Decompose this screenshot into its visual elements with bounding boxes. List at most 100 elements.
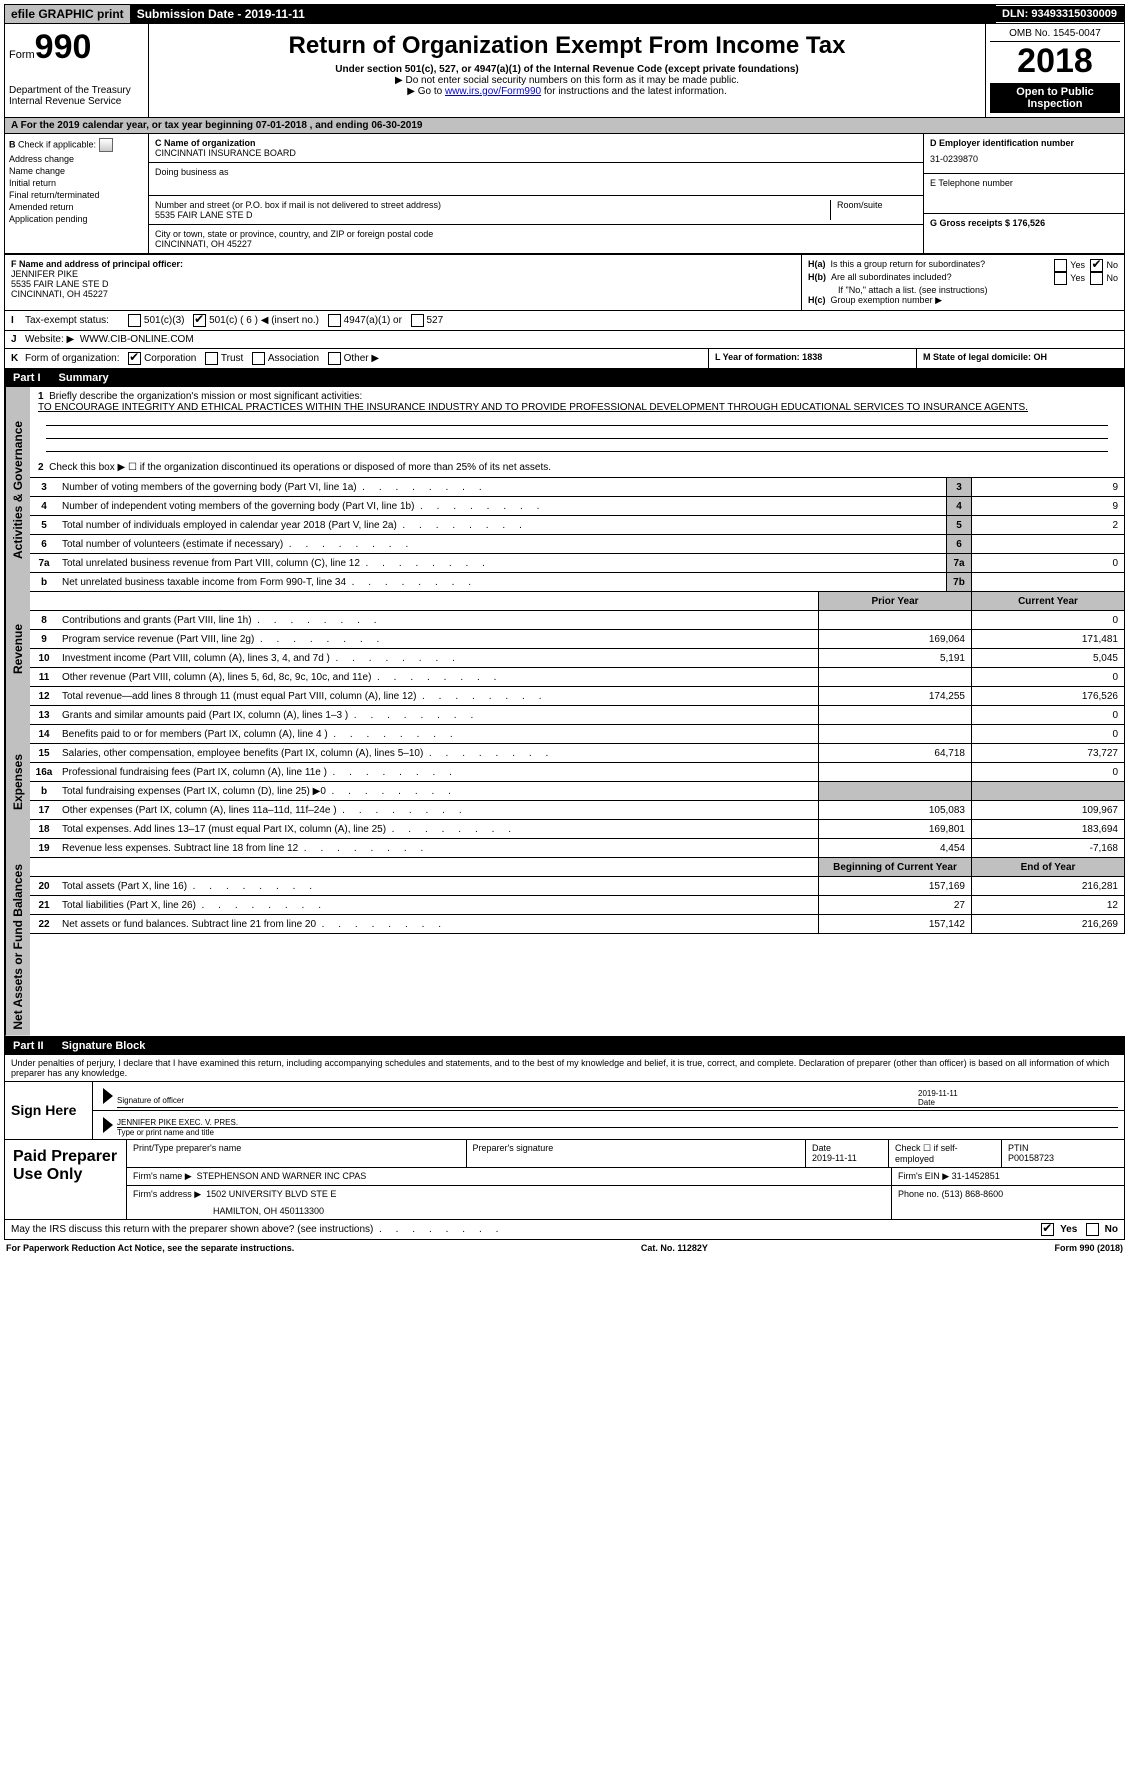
revenue-section: Revenue Prior Year Current Year 8 Contri… — [4, 592, 1125, 706]
i-opt-1: 501(c) ( 6 ) ◀ (insert no.) — [209, 315, 319, 326]
i-527-checkbox[interactable] — [411, 314, 424, 327]
line-box: 3 — [946, 478, 971, 496]
data-line: b Total fundraising expenses (Part IX, c… — [30, 782, 1125, 801]
prior-value: 174,255 — [818, 687, 971, 705]
firm-ein-label: Firm's EIN ▶ — [898, 1171, 949, 1181]
discuss-text: May the IRS discuss this return with the… — [11, 1224, 373, 1235]
gov-line: 6 Total number of volunteers (estimate i… — [30, 535, 1125, 554]
k-text: Form of organization: — [25, 353, 120, 364]
i-text: Tax-exempt status: — [25, 315, 109, 326]
checkbox-icon[interactable] — [99, 138, 113, 152]
i-4947-checkbox[interactable] — [328, 314, 341, 327]
data-line: 16a Professional fundraising fees (Part … — [30, 763, 1125, 782]
data-line: 12 Total revenue—add lines 8 through 11 … — [30, 687, 1125, 706]
part-i-header: Part I Summary — [4, 369, 1125, 387]
discuss-yes-checkbox[interactable] — [1041, 1223, 1054, 1236]
c-city: CINCINNATI, OH 45227 — [155, 239, 917, 249]
firm-addr-label: Firm's address ▶ — [133, 1189, 201, 1199]
gov-line: 4 Number of independent voting members o… — [30, 497, 1125, 516]
footer-right: Form 990 (2018) — [1054, 1243, 1123, 1253]
line-num: 4 — [30, 499, 58, 514]
irs-label: Internal Revenue Service — [9, 96, 144, 107]
line-num: 9 — [30, 632, 58, 647]
k-other-checkbox[interactable] — [328, 352, 341, 365]
k-trust-checkbox[interactable] — [205, 352, 218, 365]
hb-yes-checkbox[interactable] — [1054, 272, 1067, 285]
current-year-header: Current Year — [971, 592, 1124, 610]
i-opt-2: 4947(a)(1) or — [344, 315, 402, 326]
line-text: Benefits paid to or for members (Part IX… — [58, 727, 818, 742]
k-opt-0: Corporation — [144, 353, 196, 364]
line-num: 21 — [30, 898, 58, 913]
line-box: 7a — [946, 554, 971, 572]
e-label: E Telephone number — [930, 178, 1118, 188]
net-assets-section: Net Assets or Fund Balances Beginning of… — [4, 858, 1125, 1037]
section-d: D Employer identification number 31-0239… — [924, 134, 1124, 174]
ha-label: H(a) — [808, 259, 826, 269]
line-box: 5 — [946, 516, 971, 534]
line-text: Net unrelated business taxable income fr… — [58, 575, 946, 590]
ptin-value: P00158723 — [1008, 1153, 1118, 1163]
firm-addr2: HAMILTON, OH 450113300 — [133, 1206, 885, 1216]
prior-value: 157,142 — [818, 915, 971, 933]
subtitle-3: ▶ Go to www.irs.gov/Form990 for instruct… — [157, 86, 977, 97]
part-i-title: Summary — [59, 372, 109, 384]
prior-value — [818, 611, 971, 629]
gov-line: 5 Total number of individuals employed i… — [30, 516, 1125, 535]
form-990: 990 — [35, 28, 92, 66]
sig-date-label: Date — [918, 1098, 1118, 1107]
line-num: 17 — [30, 803, 58, 818]
line-box: 4 — [946, 497, 971, 515]
ha-no-checkbox[interactable] — [1090, 259, 1103, 272]
line-value: 9 — [971, 497, 1124, 515]
line-text: Grants and similar amounts paid (Part IX… — [58, 708, 818, 723]
ptin-label: PTIN — [1008, 1143, 1118, 1153]
sub3-post: for instructions and the latest informat… — [541, 86, 727, 97]
prior-value: 5,191 — [818, 649, 971, 667]
data-line: 19 Revenue less expenses. Subtract line … — [30, 839, 1125, 858]
data-line: 14 Benefits paid to or for members (Part… — [30, 725, 1125, 744]
part-ii-num: Part II — [13, 1040, 44, 1052]
header-right: OMB No. 1545-0047 2018 Open to Public In… — [985, 24, 1124, 117]
begin-year-header: Beginning of Current Year — [818, 858, 971, 876]
hb-no-checkbox[interactable] — [1090, 272, 1103, 285]
header-left: Form990 Department of the Treasury Inter… — [5, 24, 149, 117]
current-value: 0 — [971, 725, 1124, 743]
discuss-no-checkbox[interactable] — [1086, 1223, 1099, 1236]
c-addr: 5535 FAIR LANE STE D — [155, 210, 830, 220]
i-501c3-checkbox[interactable] — [128, 314, 141, 327]
line-text: Number of independent voting members of … — [58, 499, 946, 514]
b-amended: Amended return — [9, 202, 144, 212]
efile-button[interactable]: efile GRAPHIC print — [5, 5, 131, 23]
row-k: K Form of organization: Corporation Trus… — [4, 349, 708, 369]
i-501c-checkbox[interactable] — [193, 314, 206, 327]
prior-value: 105,083 — [818, 801, 971, 819]
hb-note: If "No," attach a list. (see instruction… — [808, 285, 1118, 295]
form-header: Form990 Department of the Treasury Inter… — [4, 24, 1125, 118]
form990-link[interactable]: www.irs.gov/Form990 — [445, 86, 541, 97]
line-text: Total assets (Part X, line 16) — [58, 879, 818, 894]
current-value: 0 — [971, 763, 1124, 781]
paid-preparer-block: Paid Preparer Use Only Print/Type prepar… — [4, 1140, 1125, 1220]
k-corp-checkbox[interactable] — [128, 352, 141, 365]
sub3-pre: ▶ Go to — [407, 86, 445, 97]
ha-yes-checkbox[interactable] — [1054, 259, 1067, 272]
line-num: 11 — [30, 670, 58, 685]
line-num: 14 — [30, 727, 58, 742]
arrow-icon — [103, 1088, 113, 1104]
line-text: Total number of volunteers (estimate if … — [58, 537, 946, 552]
k-assoc-checkbox[interactable] — [252, 352, 265, 365]
paid-sig-label: Preparer's signature — [467, 1140, 807, 1167]
b-label: B — [9, 139, 16, 149]
gov-line: b Net unrelated business taxable income … — [30, 573, 1125, 592]
column-de: D Employer identification number 31-0239… — [923, 134, 1124, 253]
f-label: F Name and address of principal officer: — [11, 259, 795, 269]
submission-date: Submission Date - 2019-11-11 — [131, 5, 996, 23]
paid-label: Paid Preparer Use Only — [5, 1140, 127, 1219]
f-name: JENNIFER PIKE — [11, 269, 795, 279]
discuss-yes: Yes — [1060, 1224, 1077, 1235]
c-city-label: City or town, state or province, country… — [155, 229, 917, 239]
line-num: 10 — [30, 651, 58, 666]
side-expenses: Expenses — [5, 706, 30, 858]
ha-text: Is this a group return for subordinates? — [831, 259, 986, 269]
